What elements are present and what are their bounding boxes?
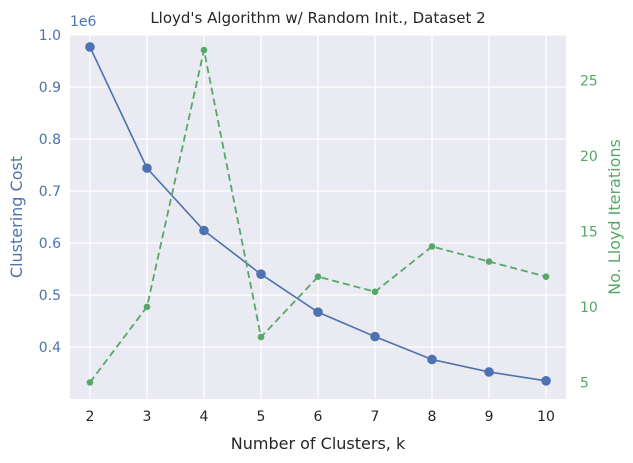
cost-point: [370, 331, 380, 342]
iterations-point: [314, 273, 322, 280]
y-axis-label-right: No. Lloyd Iterations: [605, 139, 624, 295]
x-tick-label: 10: [537, 409, 555, 425]
y-tick-label-left: 0.6: [39, 236, 61, 252]
x-tick-labels: 2 3 4 5 6 7 8 9 10: [85, 409, 554, 425]
x-axis-label: Number of Clusters, k: [231, 434, 406, 453]
chart-title: Lloyd's Algorithm w/ Random Init., Datas…: [150, 9, 485, 27]
cost-point: [313, 307, 323, 317]
y-tick-label-right: 10: [580, 300, 598, 316]
y-tick-label-left: 0.9: [39, 80, 61, 96]
y-tick-label-left: 0.4: [39, 340, 61, 356]
x-tick-label: 2: [85, 409, 94, 425]
y-gridlines: [70, 34, 566, 348]
x-tick-label: 6: [314, 409, 323, 425]
cost-point: [256, 269, 266, 280]
y-tick-label-left: 0.8: [39, 132, 61, 148]
y-tick-label-left: 0.7: [39, 184, 61, 200]
y-tick-labels-right: 5 10 15 20 25: [580, 73, 598, 391]
y-tick-label-right: 5: [580, 375, 589, 391]
iterations-point: [200, 46, 208, 54]
iterations-point: [542, 273, 550, 280]
y-tick-label-right: 15: [580, 224, 598, 240]
iterations-point: [257, 333, 265, 341]
x-tick-label: 4: [200, 409, 209, 425]
cost-point: [484, 367, 494, 377]
y-tick-label-left: 0.5: [39, 288, 61, 304]
y-tick-label-right: 20: [580, 149, 598, 165]
series-clustering-cost: [85, 42, 551, 386]
iterations-point: [86, 379, 94, 386]
cost-point: [541, 376, 551, 386]
iterations-point: [428, 243, 436, 250]
iterations-point: [371, 288, 379, 296]
cost-point: [427, 354, 437, 365]
x-gridlines: [89, 35, 547, 399]
cost-point: [199, 225, 209, 236]
y-tick-labels-left: 0.4 0.5 0.6 0.7 0.8 0.9 1.0: [39, 28, 61, 356]
iterations-point: [143, 303, 151, 311]
cost-point: [142, 163, 152, 173]
y-axis-label-left: Clustering Cost: [7, 156, 26, 278]
y-tick-label-right: 25: [580, 73, 598, 89]
y-offset-label: 1e6: [70, 14, 97, 30]
x-tick-label: 9: [485, 409, 494, 425]
x-tick-label: 5: [257, 409, 266, 425]
iterations-line: [89, 49, 547, 383]
cost-point: [85, 42, 95, 52]
y-tick-label-left: 1.0: [39, 28, 61, 44]
x-tick-label: 3: [143, 409, 152, 425]
series-lloyd-iterations: [86, 46, 550, 386]
iterations-point: [485, 258, 493, 265]
x-tick-label: 7: [371, 409, 380, 425]
x-tick-label: 8: [428, 409, 437, 425]
